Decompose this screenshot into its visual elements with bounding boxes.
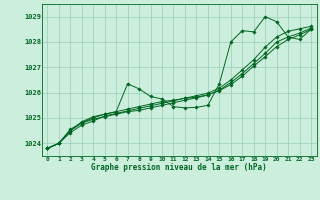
X-axis label: Graphe pression niveau de la mer (hPa): Graphe pression niveau de la mer (hPa) xyxy=(91,163,267,172)
